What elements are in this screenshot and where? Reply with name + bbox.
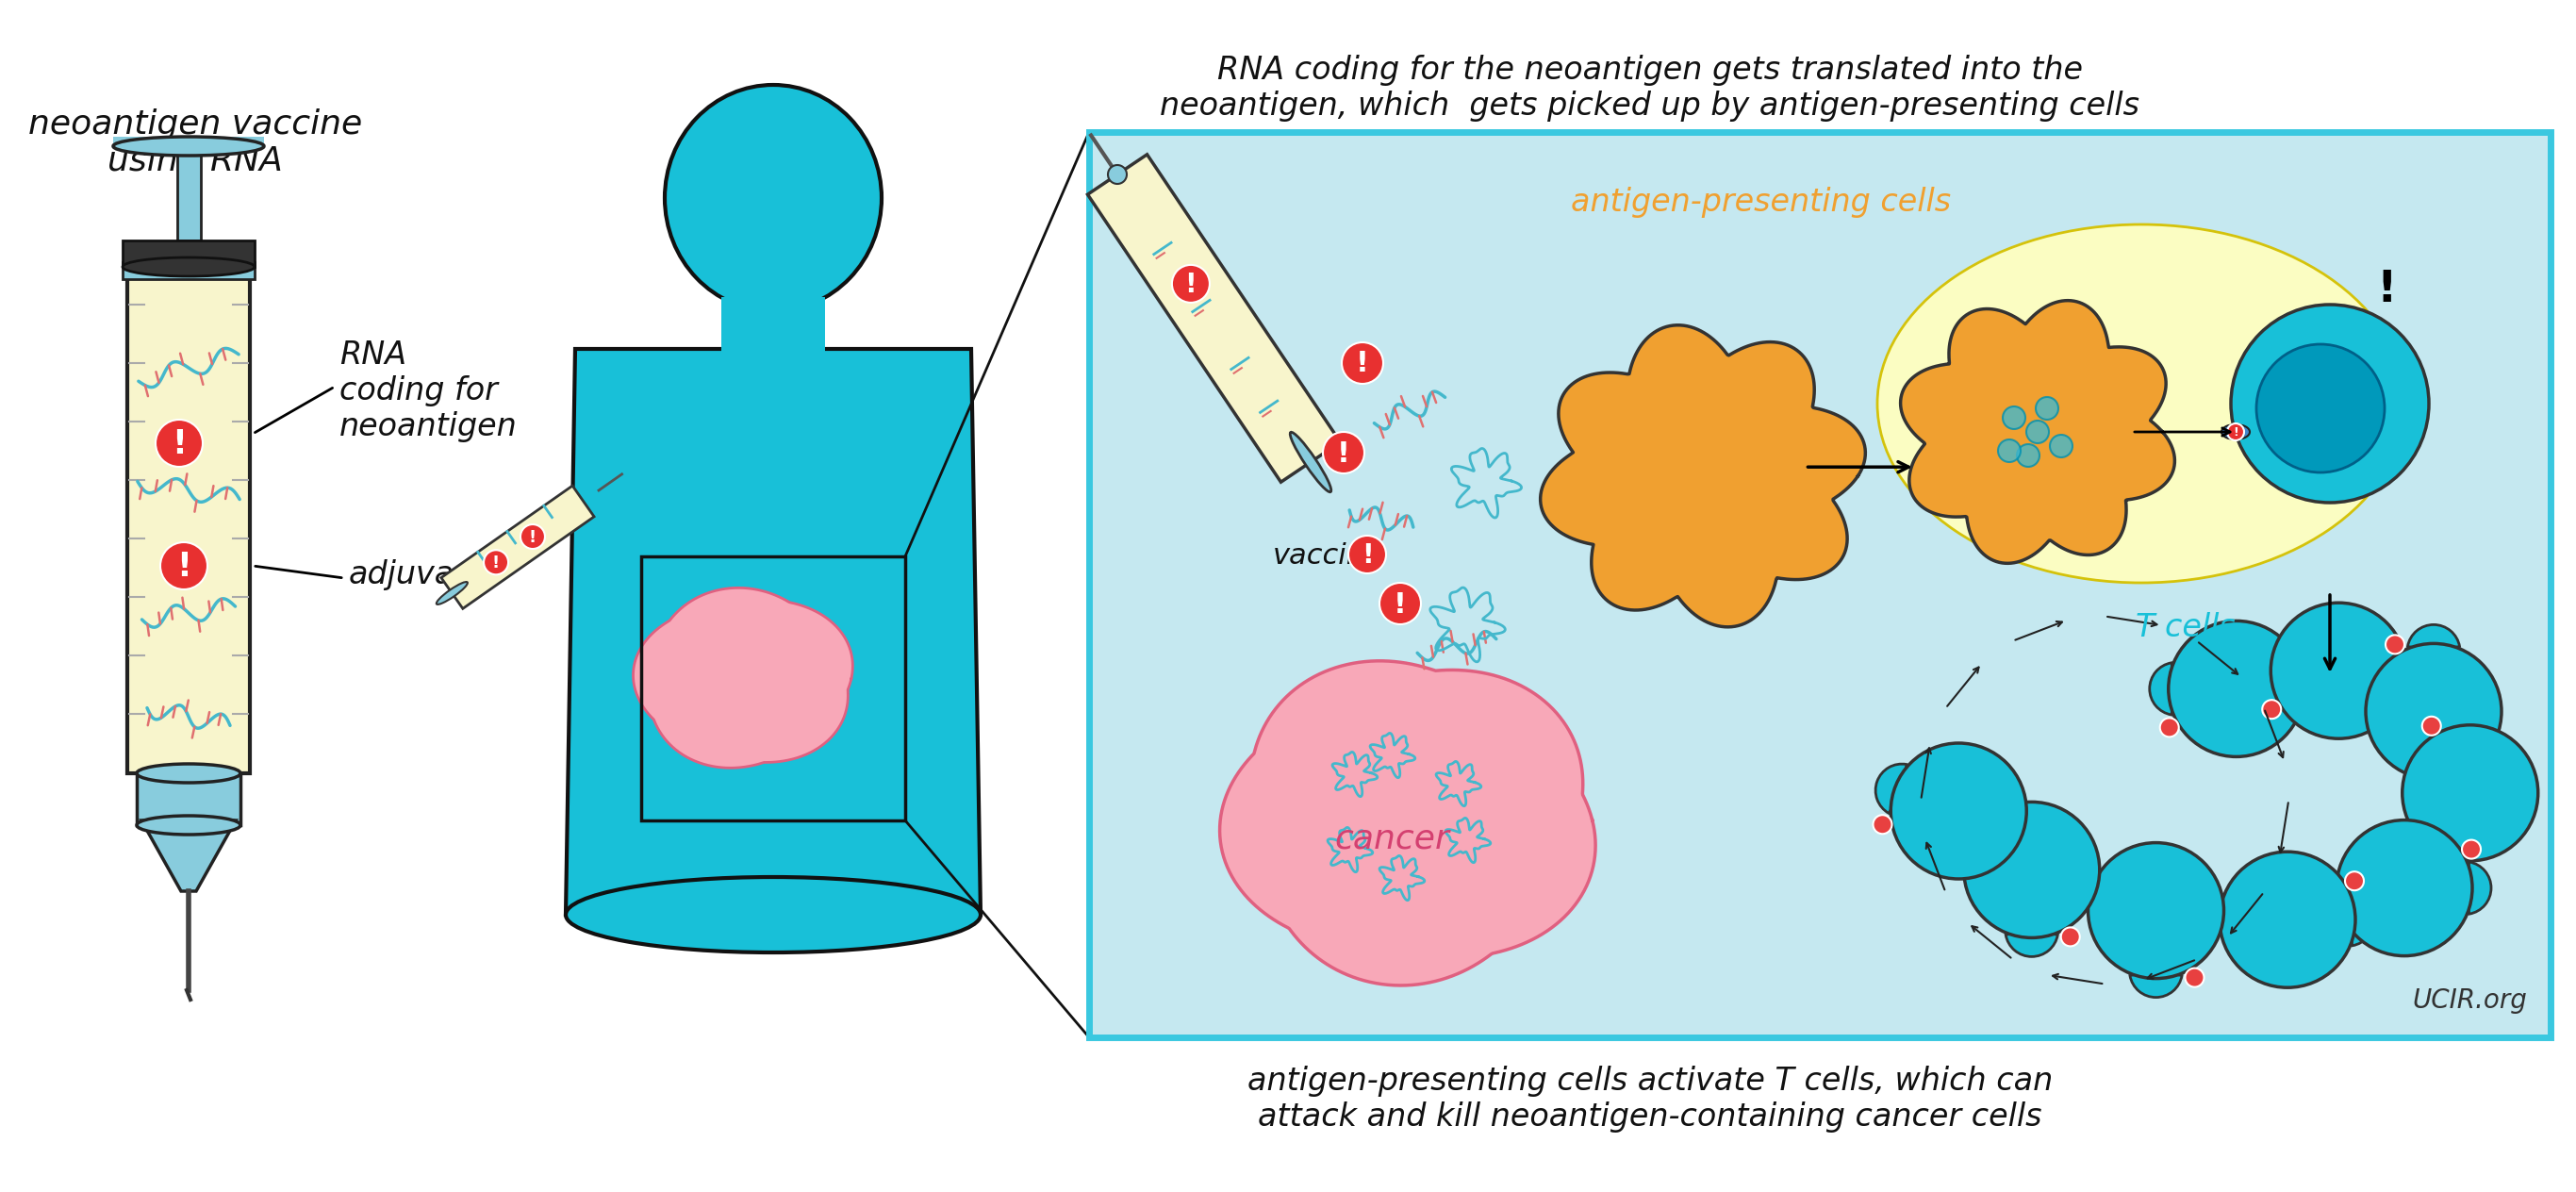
Text: !: ! (175, 551, 191, 583)
Circle shape (1172, 265, 1211, 303)
Text: !: ! (528, 529, 536, 546)
Circle shape (1342, 342, 1383, 384)
Polygon shape (1540, 325, 1865, 627)
Wedge shape (2347, 894, 2375, 945)
Polygon shape (440, 486, 595, 609)
Text: RNA
coding for
neoantigen: RNA coding for neoantigen (340, 340, 518, 442)
Text: !: ! (1394, 591, 1406, 619)
FancyBboxPatch shape (124, 241, 255, 267)
Circle shape (2385, 635, 2403, 654)
Polygon shape (567, 349, 981, 914)
Text: antigen-presenting cells: antigen-presenting cells (1571, 187, 1953, 218)
Ellipse shape (567, 877, 981, 952)
Circle shape (2463, 840, 2481, 858)
FancyBboxPatch shape (137, 774, 240, 825)
Ellipse shape (2221, 424, 2249, 440)
Ellipse shape (1291, 433, 1332, 492)
Circle shape (2344, 871, 2365, 890)
Circle shape (1999, 440, 2020, 462)
Ellipse shape (137, 815, 240, 834)
Circle shape (2027, 421, 2048, 443)
Circle shape (2421, 716, 2442, 735)
Circle shape (1381, 583, 1422, 625)
Circle shape (2231, 305, 2429, 503)
Circle shape (1963, 802, 2099, 938)
Ellipse shape (124, 257, 255, 277)
Circle shape (484, 550, 507, 575)
Circle shape (2269, 603, 2406, 739)
Text: adjuvant: adjuvant (348, 560, 487, 591)
Circle shape (520, 524, 546, 548)
Text: cancer: cancer (1334, 822, 1450, 855)
Polygon shape (142, 820, 237, 892)
Text: !: ! (1337, 440, 1350, 467)
Ellipse shape (665, 85, 881, 311)
Bar (1090, 132, 2550, 1037)
Circle shape (2365, 644, 2501, 780)
Text: !: ! (492, 554, 500, 572)
FancyBboxPatch shape (126, 257, 250, 774)
Text: antigen-presenting cells activate T cells, which can
attack and kill neoantigen-: antigen-presenting cells activate T cell… (1247, 1066, 2053, 1132)
Circle shape (2403, 725, 2537, 861)
Circle shape (2017, 445, 2040, 467)
Text: !: ! (2233, 427, 2239, 439)
Circle shape (2061, 927, 2079, 946)
Wedge shape (2148, 663, 2177, 715)
Ellipse shape (435, 582, 469, 604)
Text: !: ! (1355, 350, 1368, 378)
Ellipse shape (1878, 224, 2406, 583)
Text: !: ! (1185, 272, 1198, 298)
Polygon shape (1087, 155, 1340, 482)
Circle shape (2169, 621, 2303, 757)
Text: !: ! (2375, 269, 2396, 311)
Ellipse shape (113, 137, 263, 156)
Text: !: ! (1360, 542, 1373, 569)
FancyBboxPatch shape (721, 297, 824, 359)
Polygon shape (1218, 660, 1595, 986)
Circle shape (2050, 435, 2074, 458)
Text: RNA coding for the neoantigen gets translated into the
neoantigen, which  gets p: RNA coding for the neoantigen gets trans… (1159, 55, 2141, 122)
Circle shape (2262, 700, 2282, 719)
Circle shape (2089, 843, 2223, 979)
Bar (641, 557, 904, 820)
Circle shape (160, 542, 209, 589)
Circle shape (1891, 743, 2027, 879)
Text: !: ! (173, 428, 185, 460)
Circle shape (2336, 820, 2473, 956)
Wedge shape (1875, 764, 1906, 813)
Circle shape (2228, 423, 2244, 440)
Text: T cells: T cells (2136, 611, 2236, 642)
Circle shape (1108, 164, 1126, 184)
Circle shape (155, 420, 204, 467)
Wedge shape (2007, 930, 2058, 957)
FancyBboxPatch shape (113, 137, 263, 147)
Circle shape (1324, 432, 1365, 473)
Text: UCIR.org: UCIR.org (2411, 987, 2527, 1013)
Polygon shape (634, 588, 853, 768)
Ellipse shape (137, 764, 240, 783)
Circle shape (1873, 815, 1891, 834)
FancyBboxPatch shape (124, 262, 255, 279)
Text: neoantigen vaccine
using RNA: neoantigen vaccine using RNA (28, 108, 363, 178)
Wedge shape (2445, 706, 2496, 733)
FancyBboxPatch shape (178, 147, 201, 241)
Circle shape (2159, 718, 2179, 737)
Text: vaccine: vaccine (1273, 542, 1383, 570)
Circle shape (2257, 344, 2385, 472)
Polygon shape (1901, 300, 2174, 564)
Wedge shape (2251, 645, 2277, 696)
FancyBboxPatch shape (721, 302, 824, 359)
Wedge shape (2130, 971, 2182, 998)
Circle shape (2184, 968, 2205, 987)
Wedge shape (2409, 625, 2460, 651)
Circle shape (1347, 535, 1386, 573)
Circle shape (2035, 397, 2058, 420)
Circle shape (2221, 852, 2354, 987)
Circle shape (2002, 406, 2025, 429)
Wedge shape (2465, 862, 2491, 914)
